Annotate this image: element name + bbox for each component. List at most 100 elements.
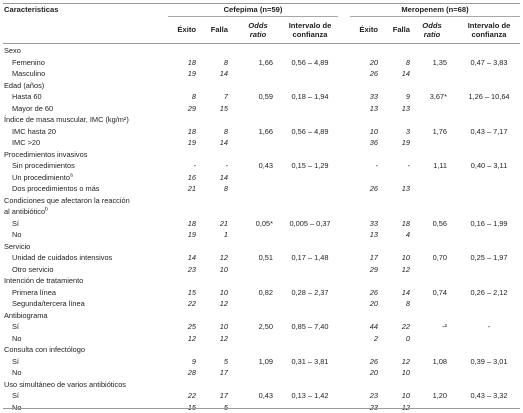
table-cell: 0,40 – 3,11 (470, 161, 508, 170)
header-exito-2: Éxito (359, 25, 378, 34)
table-cell: 12 (401, 402, 410, 412)
row-label: Sí (12, 357, 19, 366)
footnote-marker: a (69, 172, 73, 179)
table-cell: 28 (187, 368, 196, 377)
table-cell: 23 (187, 264, 196, 274)
category-label: Servicio (4, 242, 30, 251)
table-cell: 12 (401, 264, 410, 274)
table-cell: 1,76 (432, 126, 447, 136)
table-bottom-rule (3, 408, 520, 409)
row-label-text: al antibiótico (4, 207, 46, 216)
table-cell: 8 (405, 57, 410, 67)
table-cell: 0,05* (255, 218, 273, 228)
header-ic-1b: confianza (292, 30, 328, 39)
table-cell: 36 (369, 138, 378, 147)
table-top-rule (3, 3, 520, 4)
header-ic-2a: Intervalo de (467, 21, 511, 30)
table-cell: 2,50 (258, 322, 273, 331)
table-cell: 15 (219, 103, 228, 113)
table-cell: 1,08 (432, 356, 447, 366)
row-label-text: Sí (12, 218, 19, 228)
table-cell: 1,20 (432, 391, 447, 400)
table-cell: 26 (369, 69, 378, 78)
header-cefepima: Cefepima (n=59) (223, 5, 283, 14)
category-label: al antibióticob (4, 207, 48, 216)
row-label: No (12, 368, 21, 377)
row-label: Hasta 60 (12, 92, 42, 101)
table-cell: 26 (369, 356, 378, 366)
header-odds-1: Odds (248, 21, 268, 30)
table-cell: 29 (187, 103, 196, 113)
table-cell: 8 (223, 184, 228, 193)
header-falla-2: Falla (392, 25, 410, 34)
table-cell: 0,82 (258, 287, 273, 297)
table-cell: 0,43 – 3,32 (470, 391, 508, 400)
table-cell: 0,26 – 2,12 (470, 287, 508, 297)
table-cell: 1,66 (258, 126, 273, 136)
table-cell: 0,85 – 7,40 (291, 322, 329, 331)
category-label: Intención de tratamiento (4, 276, 83, 285)
table-cell: -² (442, 322, 447, 331)
table-cell: 44 (369, 322, 378, 331)
table-cell: 20 (369, 299, 378, 308)
table-cell: 14 (219, 69, 228, 78)
row-label-text: Índice de masa muscular, IMC (kg/m²) (4, 115, 129, 124)
row-label: No (12, 403, 21, 412)
table-cell: 0,43 (258, 161, 273, 170)
header-exito-1: Éxito (177, 25, 196, 34)
table-cell: 13 (369, 103, 378, 113)
table-cell: 0,59 (258, 92, 273, 101)
row-label-text: Segunda/tercera línea (12, 299, 85, 308)
row-label: Sí (12, 219, 19, 228)
table-cell: 8 (223, 126, 228, 136)
table-cell: 13 (401, 184, 410, 193)
row-label-text: Dos procedimientos o más (12, 184, 100, 193)
table-cell: 22 (187, 299, 196, 308)
table-cell: - (225, 161, 228, 170)
table-cell: 10 (401, 368, 410, 377)
table-cell: 17 (369, 253, 378, 262)
table-cell: 14 (187, 253, 196, 262)
table-cell: 10 (219, 287, 228, 297)
table-cell: 0,28 – 2,37 (291, 287, 329, 297)
table-cell: 3,67* (429, 92, 447, 101)
table-cell: 1,11 (433, 161, 447, 170)
header-ic-1a: Intervalo de (288, 21, 332, 30)
table-cell: 5 (223, 356, 228, 366)
cefepima-group-rule (168, 16, 338, 18)
table-cell: 10 (219, 322, 228, 331)
row-label-text: No (12, 402, 22, 412)
category-label: Antibiograma (4, 311, 48, 320)
row-label: Mayor de 60 (12, 104, 53, 113)
table-cell: 12 (219, 333, 228, 343)
row-label-text: IMC hasta 20 (12, 126, 56, 136)
row-label: Dos procedimientos o más (12, 184, 100, 193)
table-cell: 18 (401, 218, 410, 228)
category-label: Consulta con infectólogo (4, 345, 85, 354)
table-cell: 0,16 – 1,99 (470, 218, 508, 228)
table-cell: 3 (405, 126, 410, 136)
table-cell: 1,26 – 10,64 (468, 92, 510, 101)
table-cell: 12 (219, 299, 228, 308)
table-cell: 8 (405, 299, 410, 308)
table-cell: 0,31 – 3,81 (291, 356, 329, 366)
header-characteristics: Caracteristicas (4, 5, 59, 14)
table-cell: 23 (369, 391, 378, 400)
row-label: Sí (12, 391, 19, 400)
footnote-marker: b (45, 206, 48, 213)
table-cell: 0,56 (432, 218, 447, 228)
table-cell: 16 (187, 172, 196, 182)
header-odds-2: Odds (422, 21, 442, 30)
table-cell: 14 (219, 138, 228, 147)
table-cell: 19 (187, 138, 196, 147)
table-cell: 12 (401, 356, 410, 366)
table-cell: 20 (369, 57, 378, 67)
category-label: Condiciones que afectaron la reacción (4, 196, 130, 205)
table-cell: 5 (223, 402, 228, 412)
table-cell: 1 (223, 230, 228, 239)
row-label-text: Sí (12, 356, 19, 366)
row-label: Femenino (12, 58, 45, 67)
row-label-text: No (12, 333, 22, 343)
table-cell: 18 (187, 218, 196, 228)
row-label-text: Sexo (4, 46, 21, 55)
